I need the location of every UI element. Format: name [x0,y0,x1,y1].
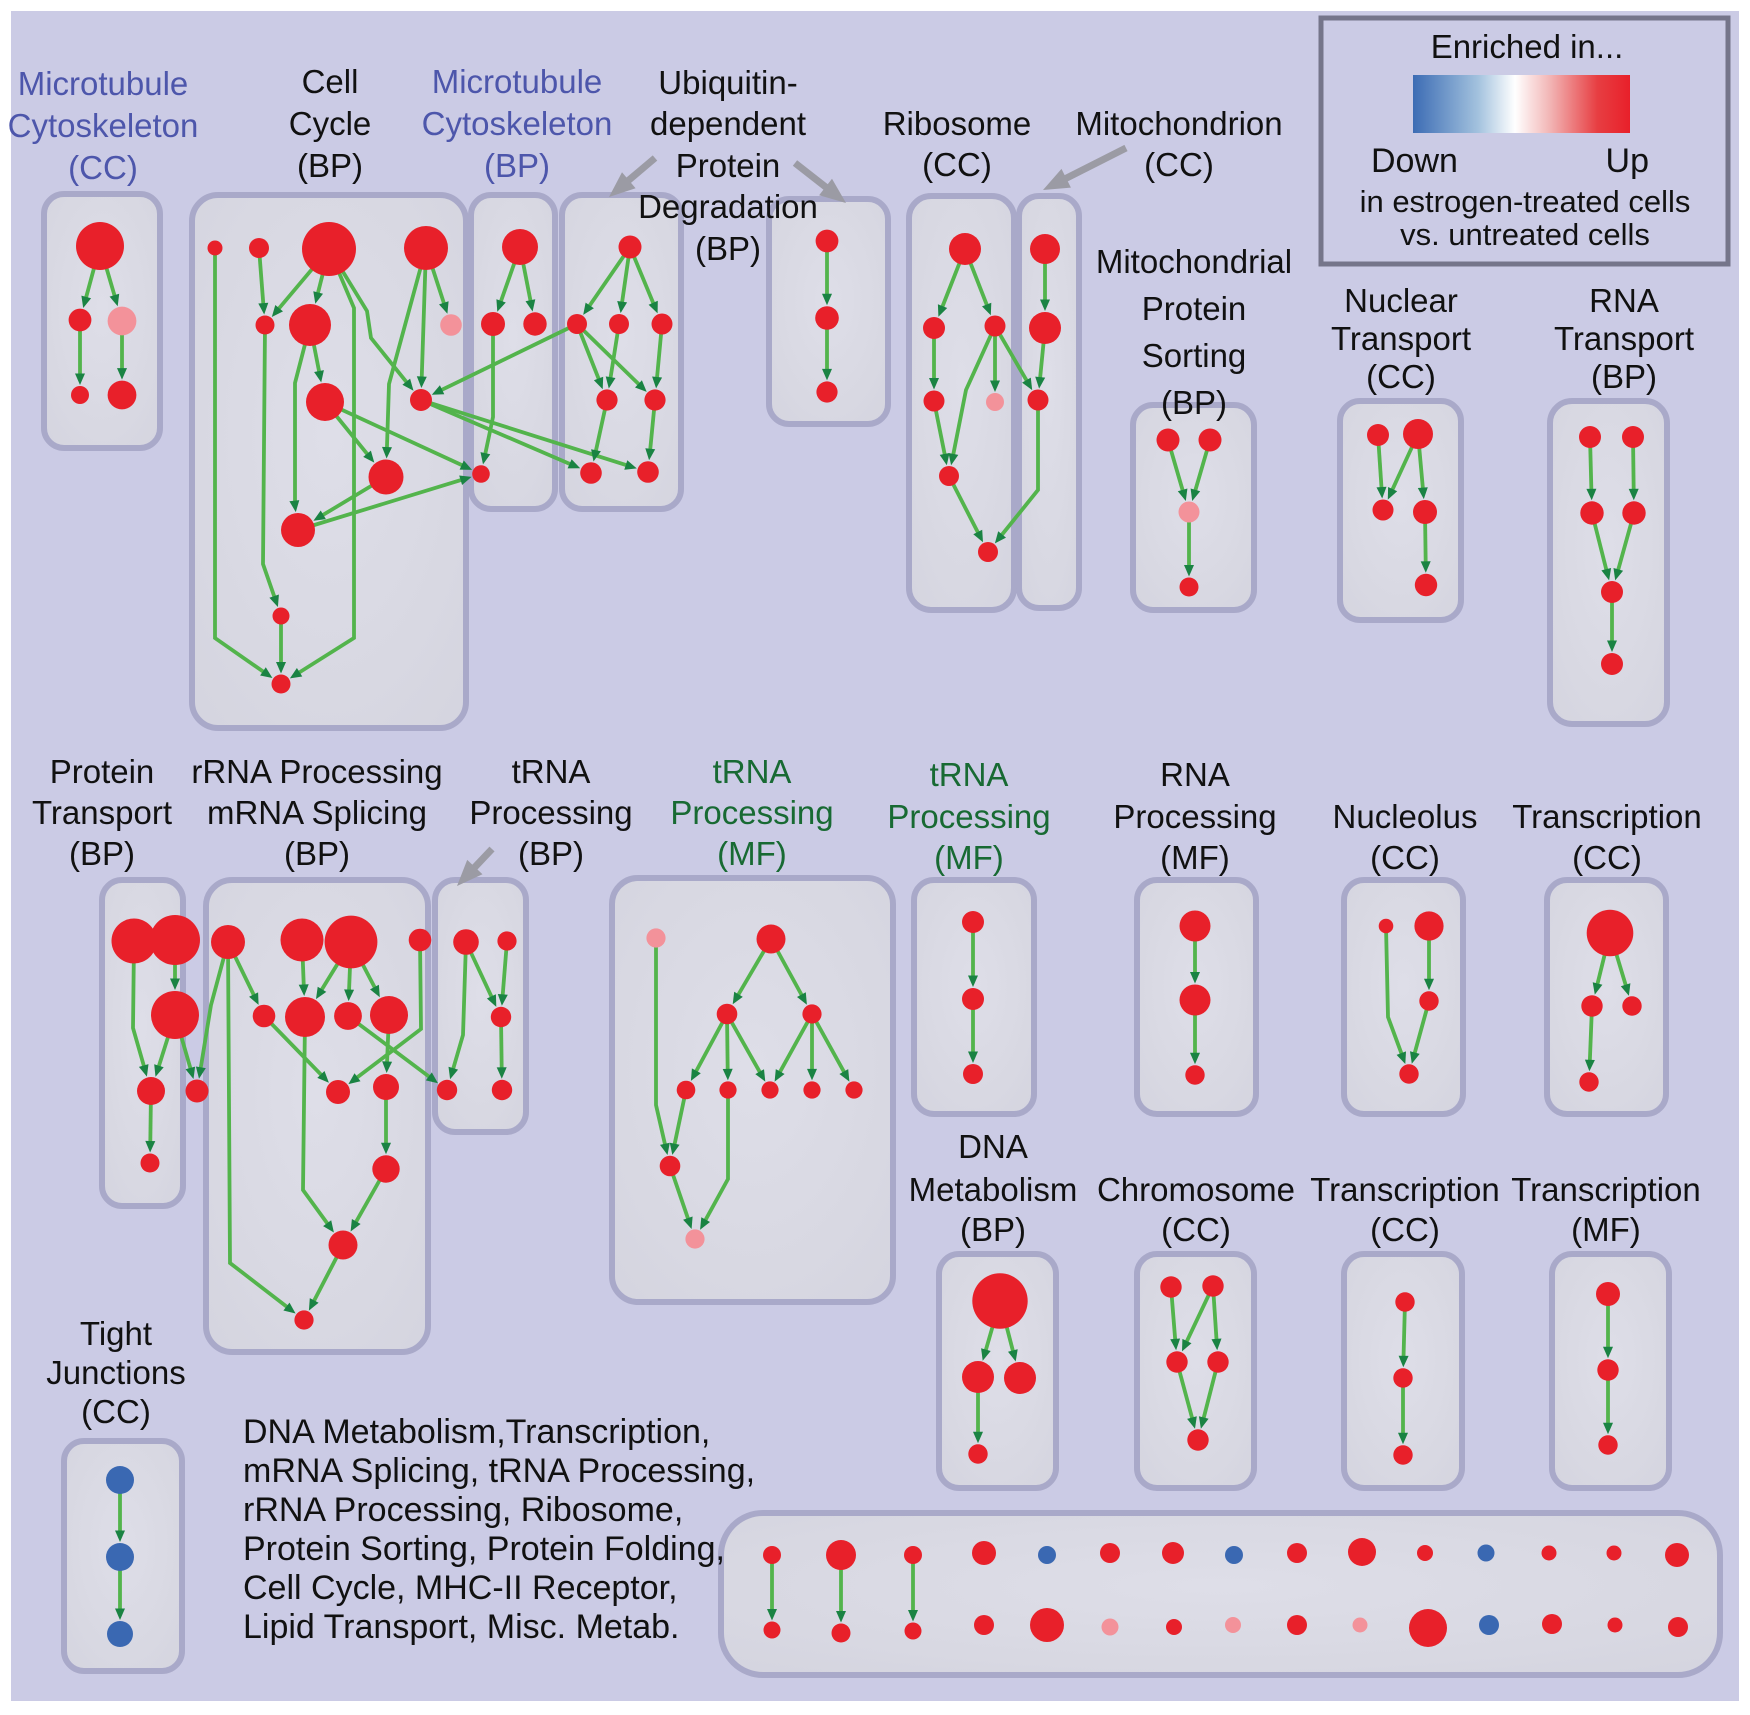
svg-text:(BP): (BP) [1591,358,1657,395]
svg-text:(CC): (CC) [922,146,992,183]
svg-text:(CC): (CC) [1161,1211,1231,1248]
svg-text:(MF): (MF) [1571,1211,1641,1248]
svg-text:Transport: Transport [1554,320,1694,357]
svg-text:Transport: Transport [32,794,172,831]
svg-text:in estrogen-treated cells: in estrogen-treated cells [1360,184,1691,219]
svg-text:(MF): (MF) [1160,839,1230,876]
svg-text:DNA Metabolism,Transcription,: DNA Metabolism,Transcription, [243,1413,710,1451]
svg-text:(CC): (CC) [81,1393,151,1430]
svg-text:Cytoskeleton: Cytoskeleton [422,105,613,142]
svg-text:Cytoskeleton: Cytoskeleton [8,107,199,144]
svg-text:Down: Down [1371,142,1458,180]
svg-text:tRNA: tRNA [512,753,591,790]
svg-text:Processing: Processing [1113,798,1276,835]
svg-text:(BP): (BP) [518,835,584,872]
svg-text:Microtubule: Microtubule [432,63,603,100]
svg-text:(BP): (BP) [69,835,135,872]
svg-text:Metabolism: Metabolism [909,1171,1078,1208]
svg-text:dependent: dependent [650,105,806,142]
svg-text:mRNA Splicing: mRNA Splicing [207,794,427,831]
svg-text:Enriched in...: Enriched in... [1431,28,1624,65]
svg-text:Microtubule: Microtubule [18,65,189,102]
svg-text:(MF): (MF) [934,839,1004,876]
svg-text:Processing: Processing [670,794,833,831]
svg-text:Nuclear: Nuclear [1344,282,1458,319]
svg-text:Tight: Tight [80,1315,152,1352]
svg-text:(CC): (CC) [1370,839,1440,876]
svg-text:(CC): (CC) [68,149,138,186]
svg-text:DNA: DNA [958,1128,1028,1165]
svg-text:Junctions: Junctions [46,1354,185,1391]
svg-text:Processing: Processing [469,794,632,831]
svg-text:Cell: Cell [302,63,359,100]
svg-text:rRNA Processing: rRNA Processing [191,753,442,790]
svg-text:(CC): (CC) [1370,1211,1440,1248]
svg-text:vs. untreated cells: vs. untreated cells [1400,217,1650,252]
svg-text:Mitochondrion: Mitochondrion [1075,105,1282,142]
svg-text:Processing: Processing [887,798,1050,835]
svg-text:Degradation: Degradation [638,188,818,225]
svg-text:Transcription: Transcription [1511,1171,1701,1208]
svg-text:tRNA: tRNA [713,753,792,790]
svg-text:Cycle: Cycle [289,105,372,142]
svg-text:(BP): (BP) [297,147,363,184]
svg-text:RNA: RNA [1160,756,1230,793]
svg-text:Transcription: Transcription [1512,798,1702,835]
svg-text:(CC): (CC) [1572,839,1642,876]
svg-text:tRNA: tRNA [930,756,1009,793]
svg-text:Protein: Protein [1142,290,1247,327]
svg-text:Protein Sorting, Protein Foldi: Protein Sorting, Protein Folding, [243,1530,725,1568]
svg-text:Transport: Transport [1331,320,1471,357]
svg-text:Sorting: Sorting [1142,337,1247,374]
svg-text:Nucleolus: Nucleolus [1333,798,1478,835]
svg-text:Protein: Protein [676,147,781,184]
svg-text:Ribosome: Ribosome [883,105,1032,142]
svg-text:(CC): (CC) [1144,146,1214,183]
svg-text:(BP): (BP) [1161,384,1227,421]
svg-text:(BP): (BP) [695,230,761,267]
svg-text:(BP): (BP) [284,835,350,872]
svg-text:Cell Cycle, MHC-II Receptor,: Cell Cycle, MHC-II Receptor, [243,1569,678,1607]
svg-text:(CC): (CC) [1366,358,1436,395]
svg-text:mRNA Splicing, tRNA Processing: mRNA Splicing, tRNA Processing, [243,1452,755,1490]
svg-text:RNA: RNA [1589,282,1659,319]
svg-text:(BP): (BP) [960,1211,1026,1248]
svg-text:Up: Up [1606,142,1649,180]
svg-text:Mitochondrial: Mitochondrial [1096,243,1292,280]
svg-text:rRNA Processing, Ribosome,: rRNA Processing, Ribosome, [243,1491,683,1529]
svg-text:(BP): (BP) [484,147,550,184]
svg-text:Ubiquitin-: Ubiquitin- [658,64,797,101]
svg-text:(MF): (MF) [717,835,787,872]
svg-text:Transcription: Transcription [1310,1171,1500,1208]
svg-text:Lipid Transport, Misc. Metab.: Lipid Transport, Misc. Metab. [243,1608,680,1646]
svg-text:Protein: Protein [50,753,155,790]
svg-text:Chromosome: Chromosome [1097,1171,1295,1208]
